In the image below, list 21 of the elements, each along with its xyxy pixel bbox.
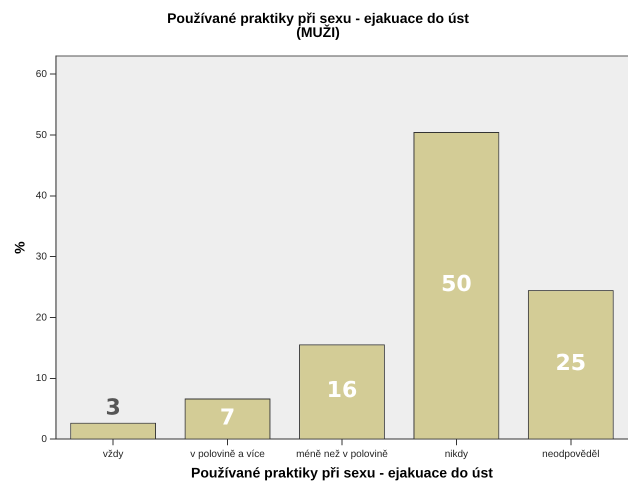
x-tick-label: vždy: [102, 448, 124, 460]
data-label: 25: [555, 351, 586, 376]
x-tick-label: neodpověděl: [542, 448, 600, 460]
y-tick-label: 20: [36, 312, 48, 324]
y-axis-title: %: [11, 240, 28, 254]
y-tick-label: 40: [36, 190, 48, 202]
x-tick-label: v polovině a více: [190, 448, 266, 460]
x-axis-title: Používané praktiky při sexu - ejakuace do úst: [191, 464, 494, 480]
y-tick-label: 30: [36, 251, 48, 262]
text: Používané praktiky při sexu - ejakuace do úst: [167, 10, 469, 26]
y-tick-label: 60: [36, 69, 48, 80]
text: (MUŽI): [296, 24, 340, 40]
y-tick-label: 50: [36, 130, 48, 141]
data-label: 50: [441, 272, 472, 298]
data-label: 3: [105, 395, 121, 420]
y-tick-label: 0: [41, 434, 48, 445]
data-label: 7: [220, 405, 236, 430]
y-tick-label: 10: [36, 373, 48, 384]
x-tick-label: méně než v polovině: [296, 448, 388, 460]
data-label: 16: [326, 378, 358, 404]
x-tick-label: nikdy: [444, 448, 468, 460]
